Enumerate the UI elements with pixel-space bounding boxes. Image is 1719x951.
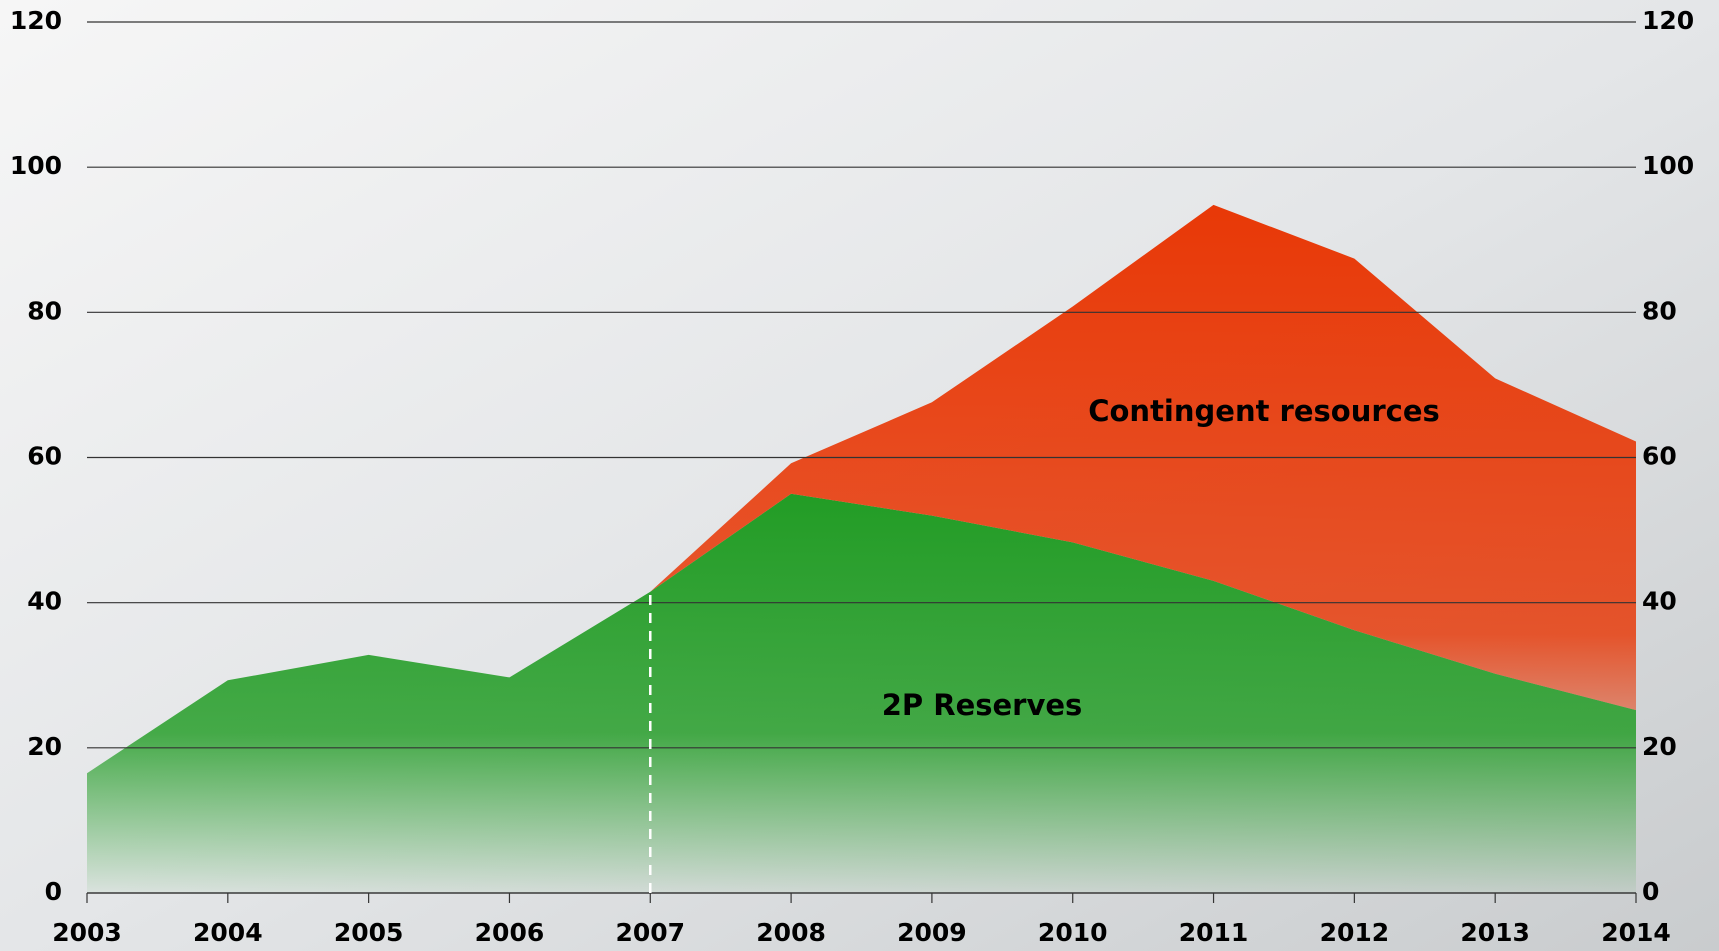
y2-tick-label: 100 <box>1642 151 1694 180</box>
y2-tick-label: 60 <box>1642 442 1677 471</box>
x-tick-label: 2007 <box>615 918 685 947</box>
x-tick-label: 2004 <box>193 918 263 947</box>
y2-tick-label: 120 <box>1642 6 1694 35</box>
x-tick-label: 2008 <box>756 918 826 947</box>
x-tick-label: 2005 <box>334 918 404 947</box>
y-tick-label: 100 <box>10 151 62 180</box>
x-tick-label: 2013 <box>1460 918 1530 947</box>
series-label: 2P Reserves <box>882 688 1083 722</box>
x-tick-label: 2006 <box>475 918 545 947</box>
y2-tick-label: 80 <box>1642 296 1677 325</box>
chart: 0 20 40 60 80 100 120 0 20 40 60 80 100 120 2003 2004 20… <box>0 0 1719 951</box>
y2-tick-label: 0 <box>1642 877 1659 906</box>
y-tick-label: 20 <box>27 732 62 761</box>
y-tick-label: 60 <box>27 442 62 471</box>
x-tick-label: 2009 <box>897 918 967 947</box>
x-tick-label: 2014 <box>1601 918 1671 947</box>
x-tick-label: 2011 <box>1179 918 1249 947</box>
x-tick-label: 2010 <box>1038 918 1108 947</box>
y-tick-label: 40 <box>27 587 62 616</box>
y-tick-label: 80 <box>27 296 62 325</box>
series-label: Contingent resources <box>1088 394 1440 428</box>
y2-tick-label: 40 <box>1642 587 1677 616</box>
y-tick-label: 120 <box>10 6 62 35</box>
y2-tick-label: 20 <box>1642 732 1677 761</box>
x-tick-label: 2012 <box>1320 918 1390 947</box>
y-tick-label: 0 <box>45 877 62 906</box>
page: {"chart_data": {"type": "stacked-area", … <box>0 0 1719 951</box>
x-tick-label: 2003 <box>52 918 122 947</box>
